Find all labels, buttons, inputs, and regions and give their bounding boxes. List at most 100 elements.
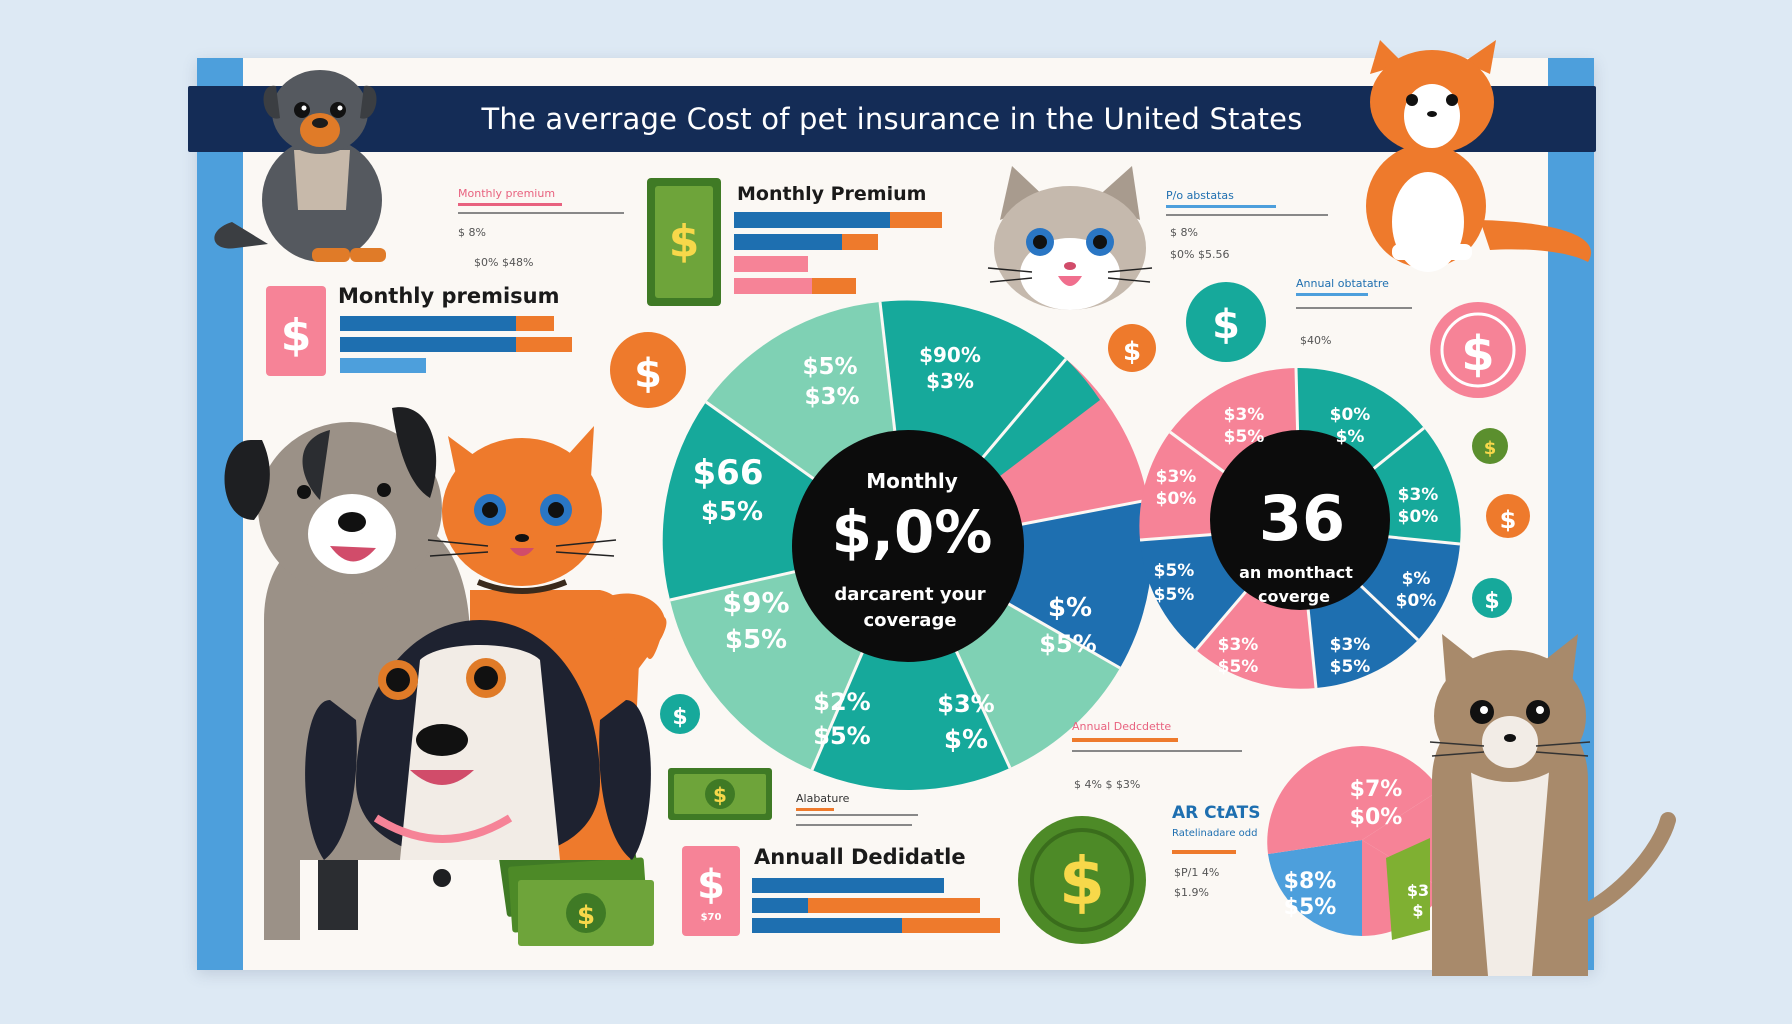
top-right-note-line1: $ 8% bbox=[1170, 226, 1198, 239]
right-donut-label: $0% bbox=[1330, 405, 1371, 425]
note-line2: $0% $48% bbox=[474, 256, 533, 269]
donut-label: $66 bbox=[693, 453, 764, 493]
orange-dollar-coin-icon: $ bbox=[1108, 324, 1156, 372]
donut-label: $5% bbox=[1039, 630, 1096, 658]
donut-center-big: $,0% bbox=[832, 498, 993, 566]
svg-text:$: $ bbox=[634, 351, 662, 397]
right-donut-label: $3% bbox=[1156, 467, 1197, 487]
right-donut-center-sub1: an monthact bbox=[1239, 563, 1353, 582]
annual-note: Annual obtatatre $40% bbox=[1296, 277, 1412, 347]
svg-text:$: $ bbox=[1484, 438, 1497, 459]
teal-dollar-coin-icon: $ bbox=[1472, 578, 1512, 618]
note-title: Monthly premium bbox=[458, 187, 555, 200]
annual-deductible-note-line1: $ 4% $ $3% bbox=[1074, 778, 1140, 791]
donut-label: $3% bbox=[926, 369, 974, 393]
right-donut-label: $0% bbox=[1396, 591, 1437, 611]
monthly-premium-left-title: Monthly premisum bbox=[338, 284, 560, 308]
svg-text:$: $ bbox=[1484, 589, 1499, 614]
dollar-bill-icon: $ bbox=[647, 178, 721, 306]
svg-text:$: $ bbox=[1059, 843, 1105, 920]
svg-text:$: $ bbox=[1461, 326, 1494, 382]
donut-label: $5% bbox=[813, 722, 870, 750]
annual-deductible-note: Annual Dedcdette $ 4% $ $3% bbox=[1072, 720, 1242, 791]
teal-dollar-coin-icon: $ bbox=[1186, 282, 1266, 362]
orange-dollar-coin-icon: $ bbox=[1486, 494, 1530, 538]
annual-deductible-badge-sub: $70 bbox=[701, 912, 722, 923]
svg-text:$: $ bbox=[713, 783, 727, 807]
right-donut-label: $5% bbox=[1224, 427, 1265, 447]
right-donut-label: $% bbox=[1402, 569, 1431, 589]
donut-label: $5% bbox=[802, 354, 857, 380]
teal-dollar-coin-icon: $ bbox=[660, 694, 700, 734]
siamese-cat-face-illustration bbox=[987, 166, 1153, 310]
annual-deductible-note-title: Annual Dedcdette bbox=[1072, 720, 1171, 733]
svg-text:$: $ bbox=[1212, 302, 1240, 348]
donut-label: $9% bbox=[722, 586, 789, 619]
bottom-pie-chart: $7% $0% $8% $5% $3 $ bbox=[1267, 746, 1457, 940]
svg-text:$: $ bbox=[669, 216, 700, 267]
svg-text:$: $ bbox=[281, 310, 312, 361]
right-donut-label: $5% bbox=[1330, 657, 1371, 677]
svg-text:$: $ bbox=[1123, 337, 1141, 367]
right-donut-label: $3% bbox=[1398, 485, 1439, 505]
top-right-note-title: P/o abstatas bbox=[1166, 189, 1234, 202]
brown-cat-illustration bbox=[1429, 634, 1676, 976]
bills-note-title: Alabature bbox=[796, 792, 850, 805]
right-donut-center-big: 36 bbox=[1259, 482, 1345, 555]
right-donut-label: $3% bbox=[1330, 635, 1371, 655]
pie-label: $8% bbox=[1284, 869, 1337, 894]
ar-stats-subtitle: Ratelinadare odd bbox=[1172, 828, 1257, 839]
right-donut-label: $3% bbox=[1224, 405, 1265, 425]
left-donut-chart: Monthly $,0% darcarent your coverage $5%… bbox=[662, 300, 1153, 791]
dark-puppy-illustration bbox=[214, 70, 386, 262]
dollar-bill-icon: $ bbox=[668, 768, 772, 820]
top-right-note: P/o abstatas $ 8% $0% $5.56 bbox=[1166, 189, 1328, 261]
donut-label: $5% bbox=[725, 625, 787, 655]
right-donut-chart: 36 an monthact coverge $3% $5% $0% $% $3… bbox=[1139, 367, 1461, 689]
donut-label: $% bbox=[944, 725, 988, 755]
ar-stats-line2: $1.9% bbox=[1174, 886, 1209, 899]
pie-label: $7% bbox=[1350, 777, 1403, 802]
note-line1: $ 8% bbox=[458, 226, 486, 239]
donut-label: $90% bbox=[919, 343, 981, 367]
donut-center-sub1: darcarent your bbox=[834, 584, 985, 605]
orange-cat-sitting-illustration bbox=[1366, 40, 1592, 272]
right-donut-label: $5% bbox=[1154, 585, 1195, 605]
svg-text:$: $ bbox=[697, 862, 725, 908]
donut-label: $3% bbox=[937, 690, 994, 718]
ar-stats-panel: AR CtATS Ratelinadare odd $P/1 4% $1.9% bbox=[1172, 803, 1260, 899]
title-banner bbox=[188, 86, 1596, 152]
right-donut-center-sub2: coverge bbox=[1258, 587, 1330, 606]
top-right-note-line2: $0% $5.56 bbox=[1170, 248, 1229, 261]
green-dollar-coin-icon: $ bbox=[1018, 816, 1146, 944]
page-title: The averrage Cost of pet insurance in th… bbox=[481, 102, 1303, 136]
pie-label: $0% bbox=[1350, 805, 1403, 830]
donut-label: $3% bbox=[804, 384, 859, 410]
monthly-premium-top-title: Monthly Premium bbox=[737, 183, 926, 205]
svg-text:$: $ bbox=[672, 705, 687, 730]
pie-label: $3 bbox=[1407, 881, 1429, 900]
donut-label: $% bbox=[1048, 593, 1092, 623]
left-blue-border bbox=[197, 58, 243, 970]
green-dollar-coin-icon: $ bbox=[1472, 428, 1508, 464]
pie-label: $ bbox=[1412, 901, 1423, 920]
right-donut-label: $% bbox=[1336, 427, 1365, 447]
right-donut-label: $5% bbox=[1218, 657, 1259, 677]
annual-deductible-chart: $ $70 Annuall Dedidatle bbox=[682, 845, 1000, 936]
beagle-dog-illustration bbox=[305, 620, 651, 887]
annual-deductible-title: Annuall Dedidatle bbox=[754, 845, 966, 869]
bills-note: Alabature bbox=[796, 792, 918, 826]
ar-stats-title: AR CtATS bbox=[1172, 803, 1260, 823]
pie-label: $5% bbox=[1284, 895, 1337, 920]
annual-note-title: Annual obtatatre bbox=[1296, 277, 1389, 290]
monthly-premium-note: Monthly premium $ 8% $0% $48% bbox=[458, 187, 624, 269]
monthly-premium-left-chart: $ Monthly premisum bbox=[266, 284, 572, 376]
right-donut-label: $3% bbox=[1218, 635, 1259, 655]
pink-dollar-coin-icon: $ bbox=[1430, 302, 1526, 398]
ar-stats-line1: $P/1 4% bbox=[1174, 866, 1219, 879]
donut-center-top: Monthly bbox=[866, 469, 958, 493]
donut-center-sub2: coverage bbox=[863, 610, 956, 631]
orange-dollar-coin-icon: $ bbox=[610, 332, 686, 408]
right-donut-label: $5% bbox=[1154, 561, 1195, 581]
